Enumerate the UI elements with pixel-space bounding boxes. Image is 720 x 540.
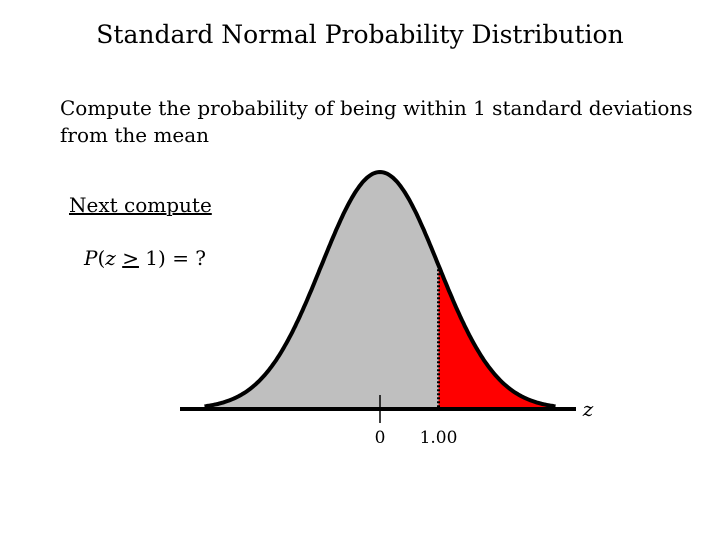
p-symbol: P [84,246,98,270]
slide-title: Standard Normal Probability Distribution [96,20,624,49]
ge-symbol: > [122,246,139,270]
tick-label: 1.00 [420,428,458,448]
open-paren: ( [97,246,106,270]
probability-question: P(z > 1) = ? [84,246,206,270]
x-axis-label: z [582,397,594,421]
question-rest: 1) = ? [138,246,207,270]
shaded-tail-area [438,265,556,409]
curve-outline [204,169,556,409]
z-symbol: z [105,246,116,270]
tick-label: 0 [375,428,386,448]
curve-area [204,172,556,409]
tick-group: 0 1.00 [375,395,458,448]
prompt-text: Compute the probability of being within … [60,96,693,147]
next-compute-label: Next compute [69,193,212,217]
